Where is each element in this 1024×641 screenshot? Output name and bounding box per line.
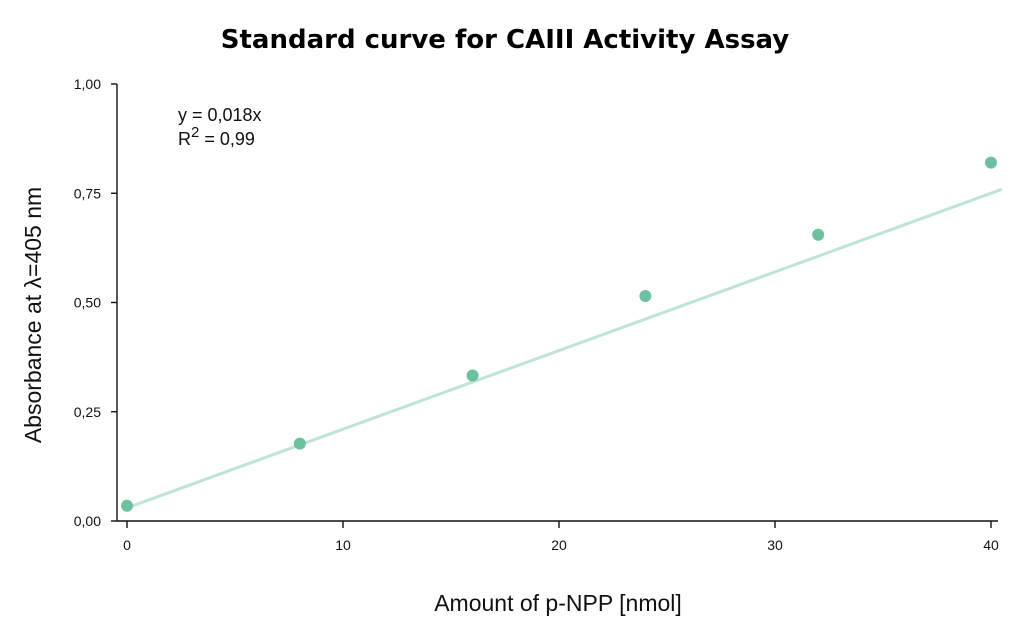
y-tick-label: 0,50 <box>74 295 101 311</box>
x-ticks: 0 10 20 30 40 <box>123 521 999 553</box>
equation-label: y = 0,018x <box>178 105 262 125</box>
x-tick-label: 0 <box>123 537 131 553</box>
r-squared-prefix: R <box>178 129 191 149</box>
data-point <box>121 499 133 512</box>
y-tick-label: 0,75 <box>74 185 101 201</box>
x-tick-label: 30 <box>767 537 783 553</box>
r-squared-label: R2 = 0,99 <box>178 124 255 149</box>
y-tick-label: 0,00 <box>74 513 101 529</box>
y-ticks: 0,00 0,25 0,50 0,75 1,00 <box>74 76 117 529</box>
r-squared-exponent: 2 <box>191 124 199 141</box>
x-tick-label: 10 <box>335 537 351 553</box>
r-squared-value: = 0,99 <box>199 129 255 149</box>
data-point <box>639 289 652 302</box>
plot-area: 0,00 0,25 0,50 0,75 1,00 0 10 20 30 40 <box>74 76 1003 553</box>
y-tick-label: 1,00 <box>74 76 101 92</box>
y-axis-label: Absorbance at λ=405 nm <box>20 187 46 443</box>
data-points <box>121 156 997 512</box>
fit-annotation: y = 0,018x R2 = 0,99 <box>178 105 262 149</box>
data-point <box>293 437 306 450</box>
y-tick-label: 0,25 <box>74 404 101 420</box>
data-point <box>466 369 479 382</box>
trendline <box>126 187 1003 510</box>
chart-title: Standard curve for CAIII Activity Assay <box>221 25 790 55</box>
data-point <box>812 228 825 241</box>
x-axis-label: Amount of p-NPP [nmol] <box>434 590 682 616</box>
x-tick-label: 40 <box>983 537 999 553</box>
data-point <box>985 156 997 169</box>
x-tick-label: 20 <box>551 537 567 553</box>
